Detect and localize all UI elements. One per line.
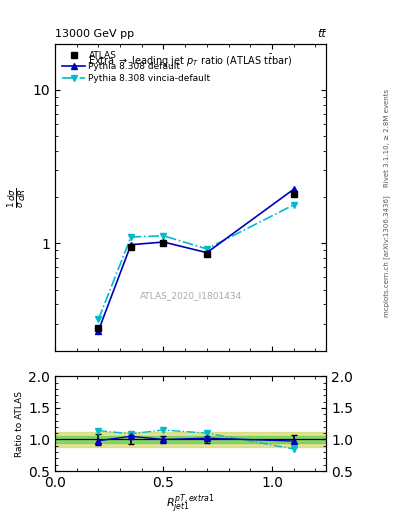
Pythia 8.308 default bbox=[129, 242, 133, 248]
Bar bbox=[55, 432, 326, 447]
Pythia 8.308 vincia-default bbox=[96, 316, 101, 323]
Pythia 8.308 vincia-default bbox=[204, 246, 209, 252]
Text: tt̅: tt̅ bbox=[318, 29, 326, 39]
ATLAS bbox=[96, 325, 101, 331]
Pythia 8.308 default bbox=[161, 239, 166, 245]
Legend: ATLAS, Pythia 8.308 default, Pythia 8.308 vincia-default: ATLAS, Pythia 8.308 default, Pythia 8.30… bbox=[59, 48, 213, 86]
ATLAS bbox=[161, 240, 166, 246]
Text: ATLAS_2020_I1801434: ATLAS_2020_I1801434 bbox=[140, 291, 242, 300]
Line: ATLAS: ATLAS bbox=[95, 190, 297, 332]
Text: Rivet 3.1.10, ≥ 2.8M events: Rivet 3.1.10, ≥ 2.8M events bbox=[384, 89, 390, 187]
Pythia 8.308 default bbox=[291, 186, 296, 193]
Pythia 8.308 vincia-default bbox=[291, 202, 296, 208]
Pythia 8.308 vincia-default bbox=[129, 234, 133, 240]
Pythia 8.308 default bbox=[204, 249, 209, 255]
Line: Pythia 8.308 default: Pythia 8.308 default bbox=[95, 186, 297, 334]
Text: 13000 GeV pp: 13000 GeV pp bbox=[55, 29, 134, 39]
ATLAS bbox=[129, 244, 133, 250]
Pythia 8.308 vincia-default bbox=[161, 233, 166, 239]
Y-axis label: Ratio to ATLAS: Ratio to ATLAS bbox=[15, 391, 24, 457]
Y-axis label: $\frac{1}{\sigma}\frac{d\sigma}{dR}$: $\frac{1}{\sigma}\frac{d\sigma}{dR}$ bbox=[6, 187, 28, 207]
Text: Extra $\rightarrow$ leading jet $p_T$ ratio (ATLAS t$\bar{t}$bar): Extra $\rightarrow$ leading jet $p_T$ ra… bbox=[88, 53, 293, 69]
Bar bbox=[55, 436, 326, 442]
ATLAS bbox=[291, 191, 296, 197]
Line: Pythia 8.308 vincia-default: Pythia 8.308 vincia-default bbox=[95, 201, 297, 323]
Text: mcplots.cern.ch [arXiv:1306.3436]: mcplots.cern.ch [arXiv:1306.3436] bbox=[384, 195, 391, 317]
ATLAS bbox=[204, 251, 209, 257]
X-axis label: $R_{jet1}^{pT,extra1}$: $R_{jet1}^{pT,extra1}$ bbox=[166, 493, 215, 512]
Pythia 8.308 default bbox=[96, 328, 101, 334]
